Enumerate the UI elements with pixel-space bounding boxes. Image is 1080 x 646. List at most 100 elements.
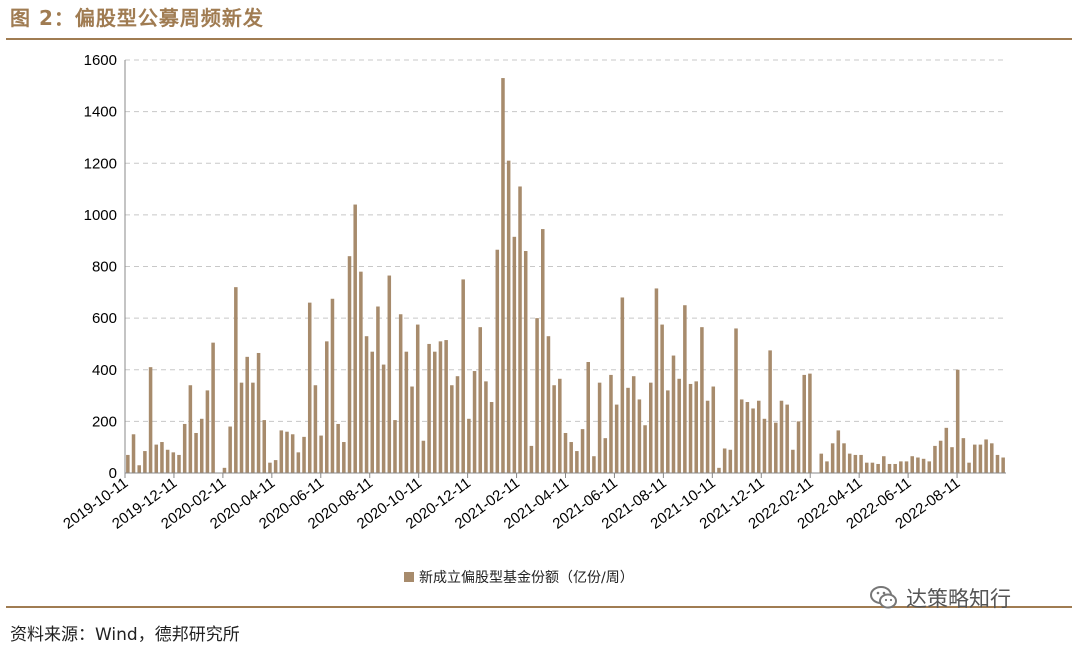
bar	[228, 426, 232, 473]
bar	[910, 456, 914, 473]
bar	[330, 298, 335, 473]
bar	[467, 418, 471, 473]
bar	[279, 430, 284, 473]
bar	[546, 336, 551, 473]
bar	[131, 434, 136, 473]
bar	[182, 423, 187, 473]
bar	[404, 351, 409, 473]
bar	[734, 328, 738, 473]
bar	[990, 443, 994, 473]
bar	[842, 443, 846, 473]
bar	[523, 251, 528, 473]
bar	[614, 404, 619, 473]
bar	[694, 381, 698, 473]
bar	[342, 442, 346, 473]
bar	[541, 229, 545, 473]
bar	[251, 382, 255, 473]
legend-swatch	[404, 572, 414, 582]
bar	[484, 381, 488, 473]
bar	[307, 302, 312, 473]
bottom-rule	[6, 606, 1072, 608]
bar	[393, 420, 397, 473]
y-tick-label: 600	[92, 310, 117, 327]
bar	[870, 462, 875, 473]
bar	[626, 387, 630, 473]
bar	[529, 445, 534, 473]
bar	[666, 390, 670, 473]
bar	[518, 186, 522, 473]
bar	[415, 324, 420, 473]
bar	[785, 404, 789, 473]
bar	[927, 461, 932, 473]
figure-title: 图 2：偏股型公募周频新发	[10, 6, 264, 30]
y-tick-label: 1600	[84, 52, 117, 69]
bar	[285, 431, 289, 473]
bar	[506, 160, 511, 473]
bar	[148, 367, 153, 473]
bar	[137, 465, 141, 473]
bar	[756, 400, 761, 473]
bar	[700, 327, 704, 473]
bar	[705, 400, 710, 473]
bar	[938, 440, 943, 473]
bar	[796, 421, 801, 473]
bar	[364, 336, 369, 473]
bar	[222, 467, 227, 473]
bar	[370, 351, 375, 473]
bar	[671, 355, 676, 473]
bar	[171, 452, 176, 473]
bar	[126, 454, 130, 473]
top-rule	[6, 38, 1072, 40]
bar	[262, 420, 267, 473]
bar	[728, 449, 733, 473]
bar	[893, 463, 897, 473]
y-tick-label: 1200	[84, 155, 117, 172]
y-tick-label: 1400	[84, 104, 117, 121]
bar	[427, 343, 431, 473]
bar	[290, 434, 295, 473]
bar	[933, 445, 937, 473]
bar	[552, 385, 556, 473]
bar	[950, 447, 954, 473]
bar	[387, 275, 392, 473]
watermark: 达策略知行	[868, 582, 1011, 614]
bar	[495, 249, 500, 473]
source-note: 资料来源：Wind，德邦研究所	[10, 625, 240, 645]
bar	[955, 369, 960, 473]
bar	[637, 399, 642, 473]
bar	[580, 429, 585, 473]
bar	[273, 460, 278, 473]
bar	[779, 400, 784, 473]
bar	[313, 385, 318, 473]
bar	[478, 327, 483, 473]
bar	[188, 385, 193, 473]
bar	[995, 454, 1000, 473]
bars	[126, 78, 1005, 474]
bar	[325, 341, 329, 473]
y-tick-label: 800	[92, 259, 117, 276]
bar	[410, 386, 414, 473]
bar	[461, 279, 465, 473]
bar	[887, 463, 892, 473]
bar	[489, 402, 494, 473]
bar	[660, 324, 664, 473]
y-tick-label: 0	[109, 465, 117, 482]
bar	[558, 378, 562, 473]
bar-chart: 020040060080010001200140016002019-10-112…	[60, 52, 1006, 586]
bar	[143, 451, 147, 473]
bar	[864, 462, 869, 473]
bar	[808, 373, 812, 473]
bar	[859, 454, 863, 473]
bar	[882, 456, 886, 473]
bar	[376, 306, 380, 473]
bar	[722, 448, 727, 473]
bar	[688, 383, 693, 473]
bar	[921, 458, 926, 473]
bar	[194, 432, 198, 473]
bar	[398, 314, 403, 473]
gridlines	[125, 59, 1006, 422]
bar	[245, 356, 249, 473]
bar	[683, 305, 687, 473]
bar	[751, 408, 755, 473]
bar	[836, 430, 841, 473]
